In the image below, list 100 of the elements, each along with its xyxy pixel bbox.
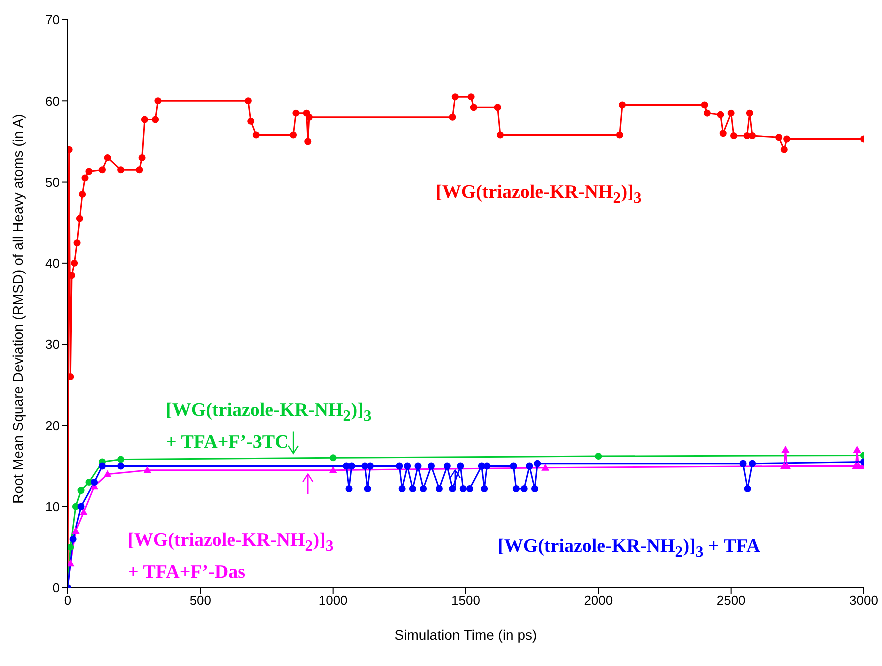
point bbox=[78, 503, 85, 510]
point bbox=[244, 98, 252, 105]
point bbox=[152, 116, 160, 124]
x-tick-label: 2500 bbox=[716, 593, 746, 608]
point bbox=[449, 486, 456, 493]
point bbox=[306, 114, 313, 121]
point bbox=[484, 462, 491, 470]
point bbox=[444, 462, 451, 470]
point bbox=[784, 136, 791, 143]
point bbox=[366, 462, 374, 470]
point bbox=[138, 154, 146, 162]
point bbox=[494, 104, 502, 112]
point bbox=[619, 102, 626, 109]
point bbox=[304, 138, 312, 146]
y-tick-label: 70 bbox=[46, 12, 60, 28]
point bbox=[154, 98, 162, 105]
point bbox=[746, 110, 754, 117]
point bbox=[512, 486, 520, 493]
point bbox=[534, 460, 542, 468]
point bbox=[68, 374, 74, 381]
x-tick-label: 1500 bbox=[452, 593, 480, 608]
point bbox=[118, 456, 125, 464]
y-tick-label: 50 bbox=[46, 174, 60, 190]
point bbox=[91, 479, 98, 486]
point bbox=[104, 154, 112, 162]
point bbox=[595, 453, 602, 460]
point bbox=[466, 486, 474, 493]
point bbox=[70, 536, 77, 543]
point bbox=[744, 486, 752, 493]
x-tick-label: 0 bbox=[64, 593, 72, 608]
point bbox=[396, 462, 404, 470]
text: [WG(triazole-KR-NH$_{2}$)]$_{3}$ + TFA+F’-3TC bbox=[166, 400, 372, 453]
point bbox=[86, 168, 93, 176]
point bbox=[144, 466, 152, 474]
point bbox=[460, 486, 467, 493]
point bbox=[72, 527, 80, 534]
x-tick-label: 500 bbox=[190, 593, 212, 608]
point bbox=[414, 462, 422, 470]
point bbox=[348, 462, 356, 470]
x-axis-title: Simulation Time (in ps) bbox=[394, 627, 538, 643]
point bbox=[510, 462, 518, 470]
point bbox=[68, 560, 75, 567]
point bbox=[749, 460, 756, 468]
point bbox=[520, 486, 528, 493]
point bbox=[481, 486, 488, 493]
point bbox=[98, 166, 106, 174]
point bbox=[364, 486, 372, 493]
point bbox=[449, 114, 456, 121]
point bbox=[526, 462, 534, 470]
point bbox=[292, 110, 300, 117]
point bbox=[330, 454, 337, 462]
point bbox=[717, 111, 724, 118]
point bbox=[329, 466, 338, 474]
point bbox=[701, 102, 708, 109]
point bbox=[420, 486, 428, 493]
point bbox=[409, 486, 416, 493]
point bbox=[457, 462, 464, 470]
point bbox=[452, 94, 459, 101]
y-tick-label: 0 bbox=[52, 580, 60, 596]
point bbox=[776, 134, 783, 142]
point bbox=[252, 132, 260, 139]
point bbox=[436, 486, 443, 493]
point bbox=[74, 240, 81, 247]
x-tick-label: 1000 bbox=[318, 593, 348, 608]
y-tick-label: 60 bbox=[46, 94, 60, 109]
y-tick-label: 20 bbox=[46, 418, 60, 434]
point bbox=[704, 110, 711, 117]
point bbox=[346, 486, 353, 493]
point bbox=[616, 132, 624, 139]
point bbox=[468, 94, 475, 101]
annotation: [WG(triazole-KR-NH$_{2}$)]$_{3}$ bbox=[436, 181, 642, 209]
point bbox=[82, 174, 89, 182]
y-tick-label: 30 bbox=[46, 337, 60, 352]
x-tick-label: 2000 bbox=[584, 593, 614, 608]
point bbox=[68, 544, 74, 551]
y-tick-label: 40 bbox=[46, 256, 60, 272]
point bbox=[141, 116, 148, 124]
point bbox=[76, 215, 84, 222]
y-axis-title: Root Mean Square Deviation (RMSD) of all Heavy atoms (in A) bbox=[10, 114, 26, 504]
y-tick-label: 10 bbox=[46, 499, 60, 514]
point bbox=[853, 446, 862, 454]
x-tick-label: 3000 bbox=[850, 593, 878, 608]
point bbox=[782, 446, 790, 454]
annotation: [WG(triazole-KR-NH$_{2}$)]$_{3}$ + TFA bbox=[498, 535, 760, 563]
point bbox=[496, 132, 504, 139]
point bbox=[398, 486, 406, 493]
point bbox=[428, 462, 436, 470]
point bbox=[404, 462, 412, 470]
point bbox=[118, 166, 125, 174]
point bbox=[98, 462, 106, 470]
point bbox=[118, 462, 125, 470]
point bbox=[730, 132, 738, 140]
point bbox=[728, 110, 735, 117]
point bbox=[740, 460, 747, 468]
point bbox=[749, 132, 756, 140]
point bbox=[542, 464, 550, 471]
point bbox=[79, 190, 86, 198]
text: [WG(triazole-KR-NH$_{2}$)]$_{3}$ + TFA+F’-Das bbox=[128, 530, 334, 583]
point bbox=[71, 260, 78, 267]
point bbox=[248, 118, 255, 125]
